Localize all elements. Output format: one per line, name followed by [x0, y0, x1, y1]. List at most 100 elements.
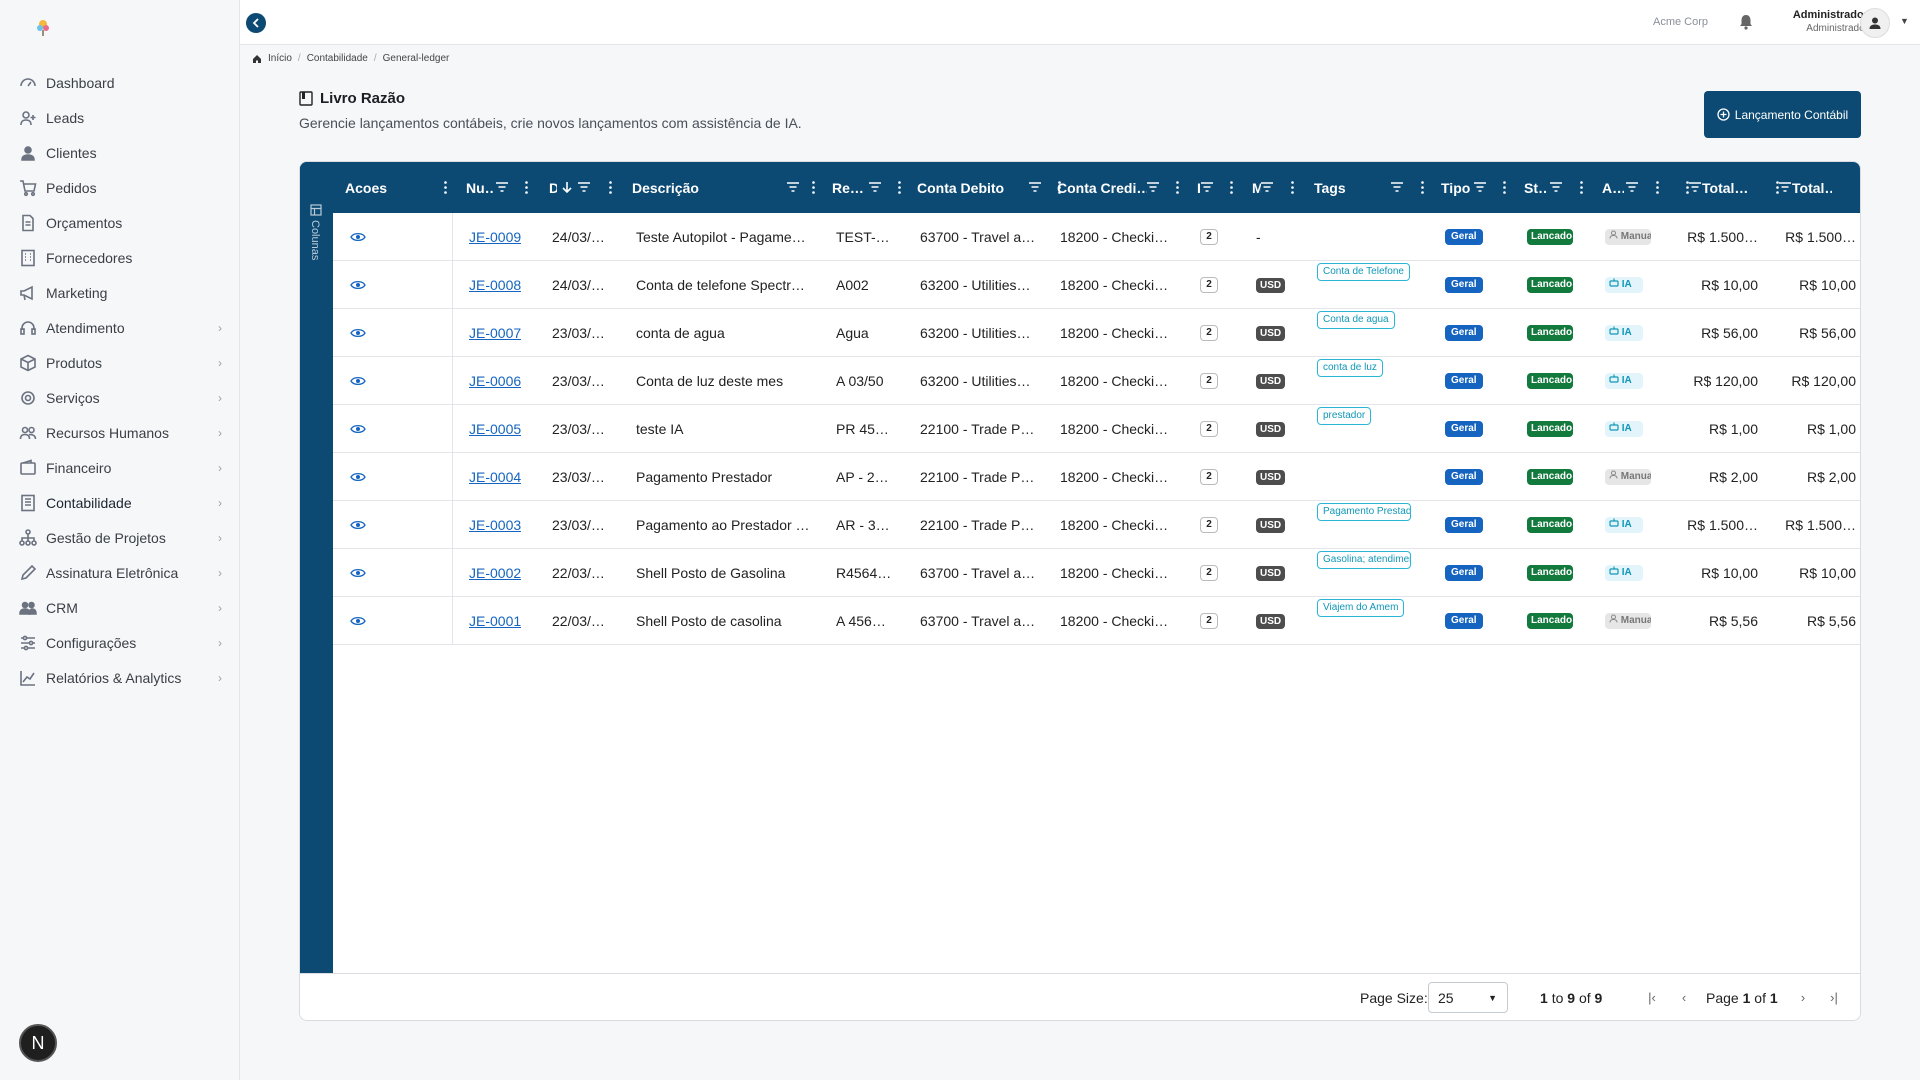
column-header[interactable]: D: [549, 162, 557, 213]
entry-number-link[interactable]: JE-0008: [469, 277, 522, 293]
column-header[interactable]: Conta Debito: [917, 162, 1027, 213]
tag-chip[interactable]: Conta de agua: [1317, 311, 1395, 329]
column-menu-icon[interactable]: [1230, 180, 1233, 194]
filter-icon[interactable]: [1261, 182, 1273, 192]
filter-icon[interactable]: [1474, 182, 1486, 192]
first-page-icon[interactable]: |‹: [1648, 989, 1656, 1005]
filter-icon[interactable]: [1201, 182, 1213, 192]
filter-icon[interactable]: [1689, 182, 1701, 192]
filter-icon[interactable]: [1391, 182, 1403, 192]
column-menu-icon[interactable]: [1058, 180, 1061, 194]
table-row[interactable]: JE-0003 23/03/… Pagamento ao Prestador … AR…: [333, 501, 1860, 549]
table-row[interactable]: JE-0002 22/03/… Shell Posto de Gasolina R45…: [333, 549, 1860, 597]
filter-icon[interactable]: [1550, 182, 1562, 192]
sidebar-item-fornecedores[interactable]: Fornecedores: [0, 240, 240, 275]
view-entry-button[interactable]: [350, 213, 366, 261]
table-row[interactable]: JE-0007 23/03/… conta de agua Agua 63200 - U…: [333, 309, 1860, 357]
filter-icon[interactable]: [787, 182, 799, 192]
column-menu-icon[interactable]: [1291, 180, 1294, 194]
sidebar-item-gest-o-de-projetos[interactable]: Gestão de Projetos ›: [0, 520, 240, 555]
tag-chip[interactable]: prestador: [1317, 407, 1372, 425]
column-header[interactable]: Descrição: [632, 162, 712, 213]
sidebar-item-pedidos[interactable]: Pedidos: [0, 170, 240, 205]
entry-number-link[interactable]: JE-0009: [469, 229, 522, 245]
column-header[interactable]: Conta Credi…: [1057, 162, 1147, 213]
sidebar-item-configura-es[interactable]: Configurações ›: [0, 625, 240, 660]
breadcrumb-item-contabilidade[interactable]: Contabilidade: [306, 53, 368, 64]
column-header[interactable]: Re…: [832, 162, 868, 213]
user-info[interactable]: Administrador Administrador: [1780, 9, 1868, 34]
columns-side-panel[interactable]: Colunas: [300, 162, 333, 973]
column-menu-icon[interactable]: [1176, 180, 1179, 194]
sidebar-item-crm[interactable]: CRM ›: [0, 590, 240, 625]
sort-desc-icon[interactable]: [562, 181, 572, 193]
column-header[interactable]: Nu…: [466, 162, 494, 213]
sidebar-item-servi-os[interactable]: Serviços ›: [0, 380, 240, 415]
sidebar-item-financeiro[interactable]: Financeiro ›: [0, 450, 240, 485]
entry-number-link[interactable]: JE-0003: [469, 517, 522, 533]
nextjs-avatar-button[interactable]: N: [19, 1024, 57, 1062]
view-entry-button[interactable]: [350, 309, 366, 357]
column-menu-icon[interactable]: [1503, 180, 1506, 194]
column-menu-icon[interactable]: [898, 180, 901, 194]
column-header[interactable]: Acoes: [345, 162, 415, 213]
column-header[interactable]: M: [1252, 162, 1261, 213]
filter-icon[interactable]: [496, 182, 508, 192]
company-name[interactable]: Acme Corp: [1653, 16, 1709, 28]
filter-icon[interactable]: [1029, 182, 1041, 192]
sidebar-item-leads[interactable]: Leads: [0, 100, 240, 135]
table-row[interactable]: JE-0006 23/03/… Conta de luz deste mes A 03…: [333, 357, 1860, 405]
column-menu-icon[interactable]: [1686, 180, 1689, 194]
sidebar-item-assinatura-eletr-nica[interactable]: Assinatura Eletrônica ›: [0, 555, 240, 590]
sidebar-item-produtos[interactable]: Produtos ›: [0, 345, 240, 380]
sidebar-item-clientes[interactable]: Clientes: [0, 135, 240, 170]
entry-number-link[interactable]: JE-0001: [469, 613, 522, 629]
column-header[interactable]: Total…: [1702, 162, 1752, 213]
filter-icon[interactable]: [1626, 182, 1638, 192]
column-menu-icon[interactable]: [1421, 180, 1424, 194]
table-row[interactable]: JE-0004 23/03/… Pagamento Prestador AP - 2……: [333, 453, 1860, 501]
column-menu-icon[interactable]: [444, 180, 447, 194]
column-header[interactable]: Tipo: [1441, 162, 1471, 213]
new-journal-entry-button[interactable]: Lançamento Contábil: [1704, 91, 1861, 138]
sidebar-item-contabilidade[interactable]: Contabilidade ›: [0, 485, 240, 520]
view-entry-button[interactable]: [350, 261, 366, 309]
view-entry-button[interactable]: [350, 453, 366, 501]
previous-page-icon[interactable]: ‹: [1681, 989, 1687, 1005]
column-header[interactable]: Tags: [1314, 162, 1354, 213]
column-header[interactable]: Total…: [1792, 162, 1832, 213]
view-entry-button[interactable]: [350, 549, 366, 597]
page-size-select[interactable]: 25 ▼: [1428, 982, 1508, 1013]
sidebar-item-relat-rios-analytics[interactable]: Relatórios & Analytics ›: [0, 660, 240, 695]
column-header[interactable]: St…: [1524, 162, 1548, 213]
filter-icon[interactable]: [869, 182, 881, 192]
filter-icon[interactable]: [1779, 182, 1791, 192]
tag-chip[interactable]: Pagamento Prestador: [1317, 503, 1411, 521]
tag-chip[interactable]: Viajem do Amem: [1317, 599, 1405, 617]
table-row[interactable]: JE-0001 22/03/… Shell Posto de casolina A 4…: [333, 597, 1860, 645]
sidebar-item-dashboard[interactable]: Dashboard: [0, 65, 240, 100]
collapse-sidebar-button[interactable]: [246, 13, 266, 33]
view-entry-button[interactable]: [350, 357, 366, 405]
column-menu-icon[interactable]: [1580, 180, 1583, 194]
column-menu-icon[interactable]: [1776, 180, 1779, 194]
table-row[interactable]: JE-0008 24/03/… Conta de telefone Spectr… A…: [333, 261, 1860, 309]
sidebar-item-marketing[interactable]: Marketing: [0, 275, 240, 310]
entry-number-link[interactable]: JE-0006: [469, 373, 522, 389]
filter-icon[interactable]: [578, 182, 590, 192]
view-entry-button[interactable]: [350, 501, 366, 549]
breadcrumb-item-home[interactable]: Início: [268, 53, 292, 64]
table-row[interactable]: JE-0009 24/03/… Teste Autopilot - Pagame… T…: [333, 213, 1860, 261]
tag-chip[interactable]: conta de luz: [1317, 359, 1383, 377]
table-row[interactable]: JE-0005 23/03/… teste IA PR 45… 22100 - Trad…: [333, 405, 1860, 453]
chevron-down-icon[interactable]: ▼: [1900, 16, 1909, 26]
view-entry-button[interactable]: [350, 597, 366, 645]
sidebar-item-atendimento[interactable]: Atendimento ›: [0, 310, 240, 345]
column-menu-icon[interactable]: [812, 180, 815, 194]
entry-number-link[interactable]: JE-0004: [469, 469, 522, 485]
column-menu-icon[interactable]: [1656, 180, 1659, 194]
filter-icon[interactable]: [1147, 182, 1159, 192]
view-entry-button[interactable]: [350, 405, 366, 453]
sidebar-item-or-amentos[interactable]: Orçamentos: [0, 205, 240, 240]
last-page-icon[interactable]: ›|: [1830, 989, 1838, 1005]
